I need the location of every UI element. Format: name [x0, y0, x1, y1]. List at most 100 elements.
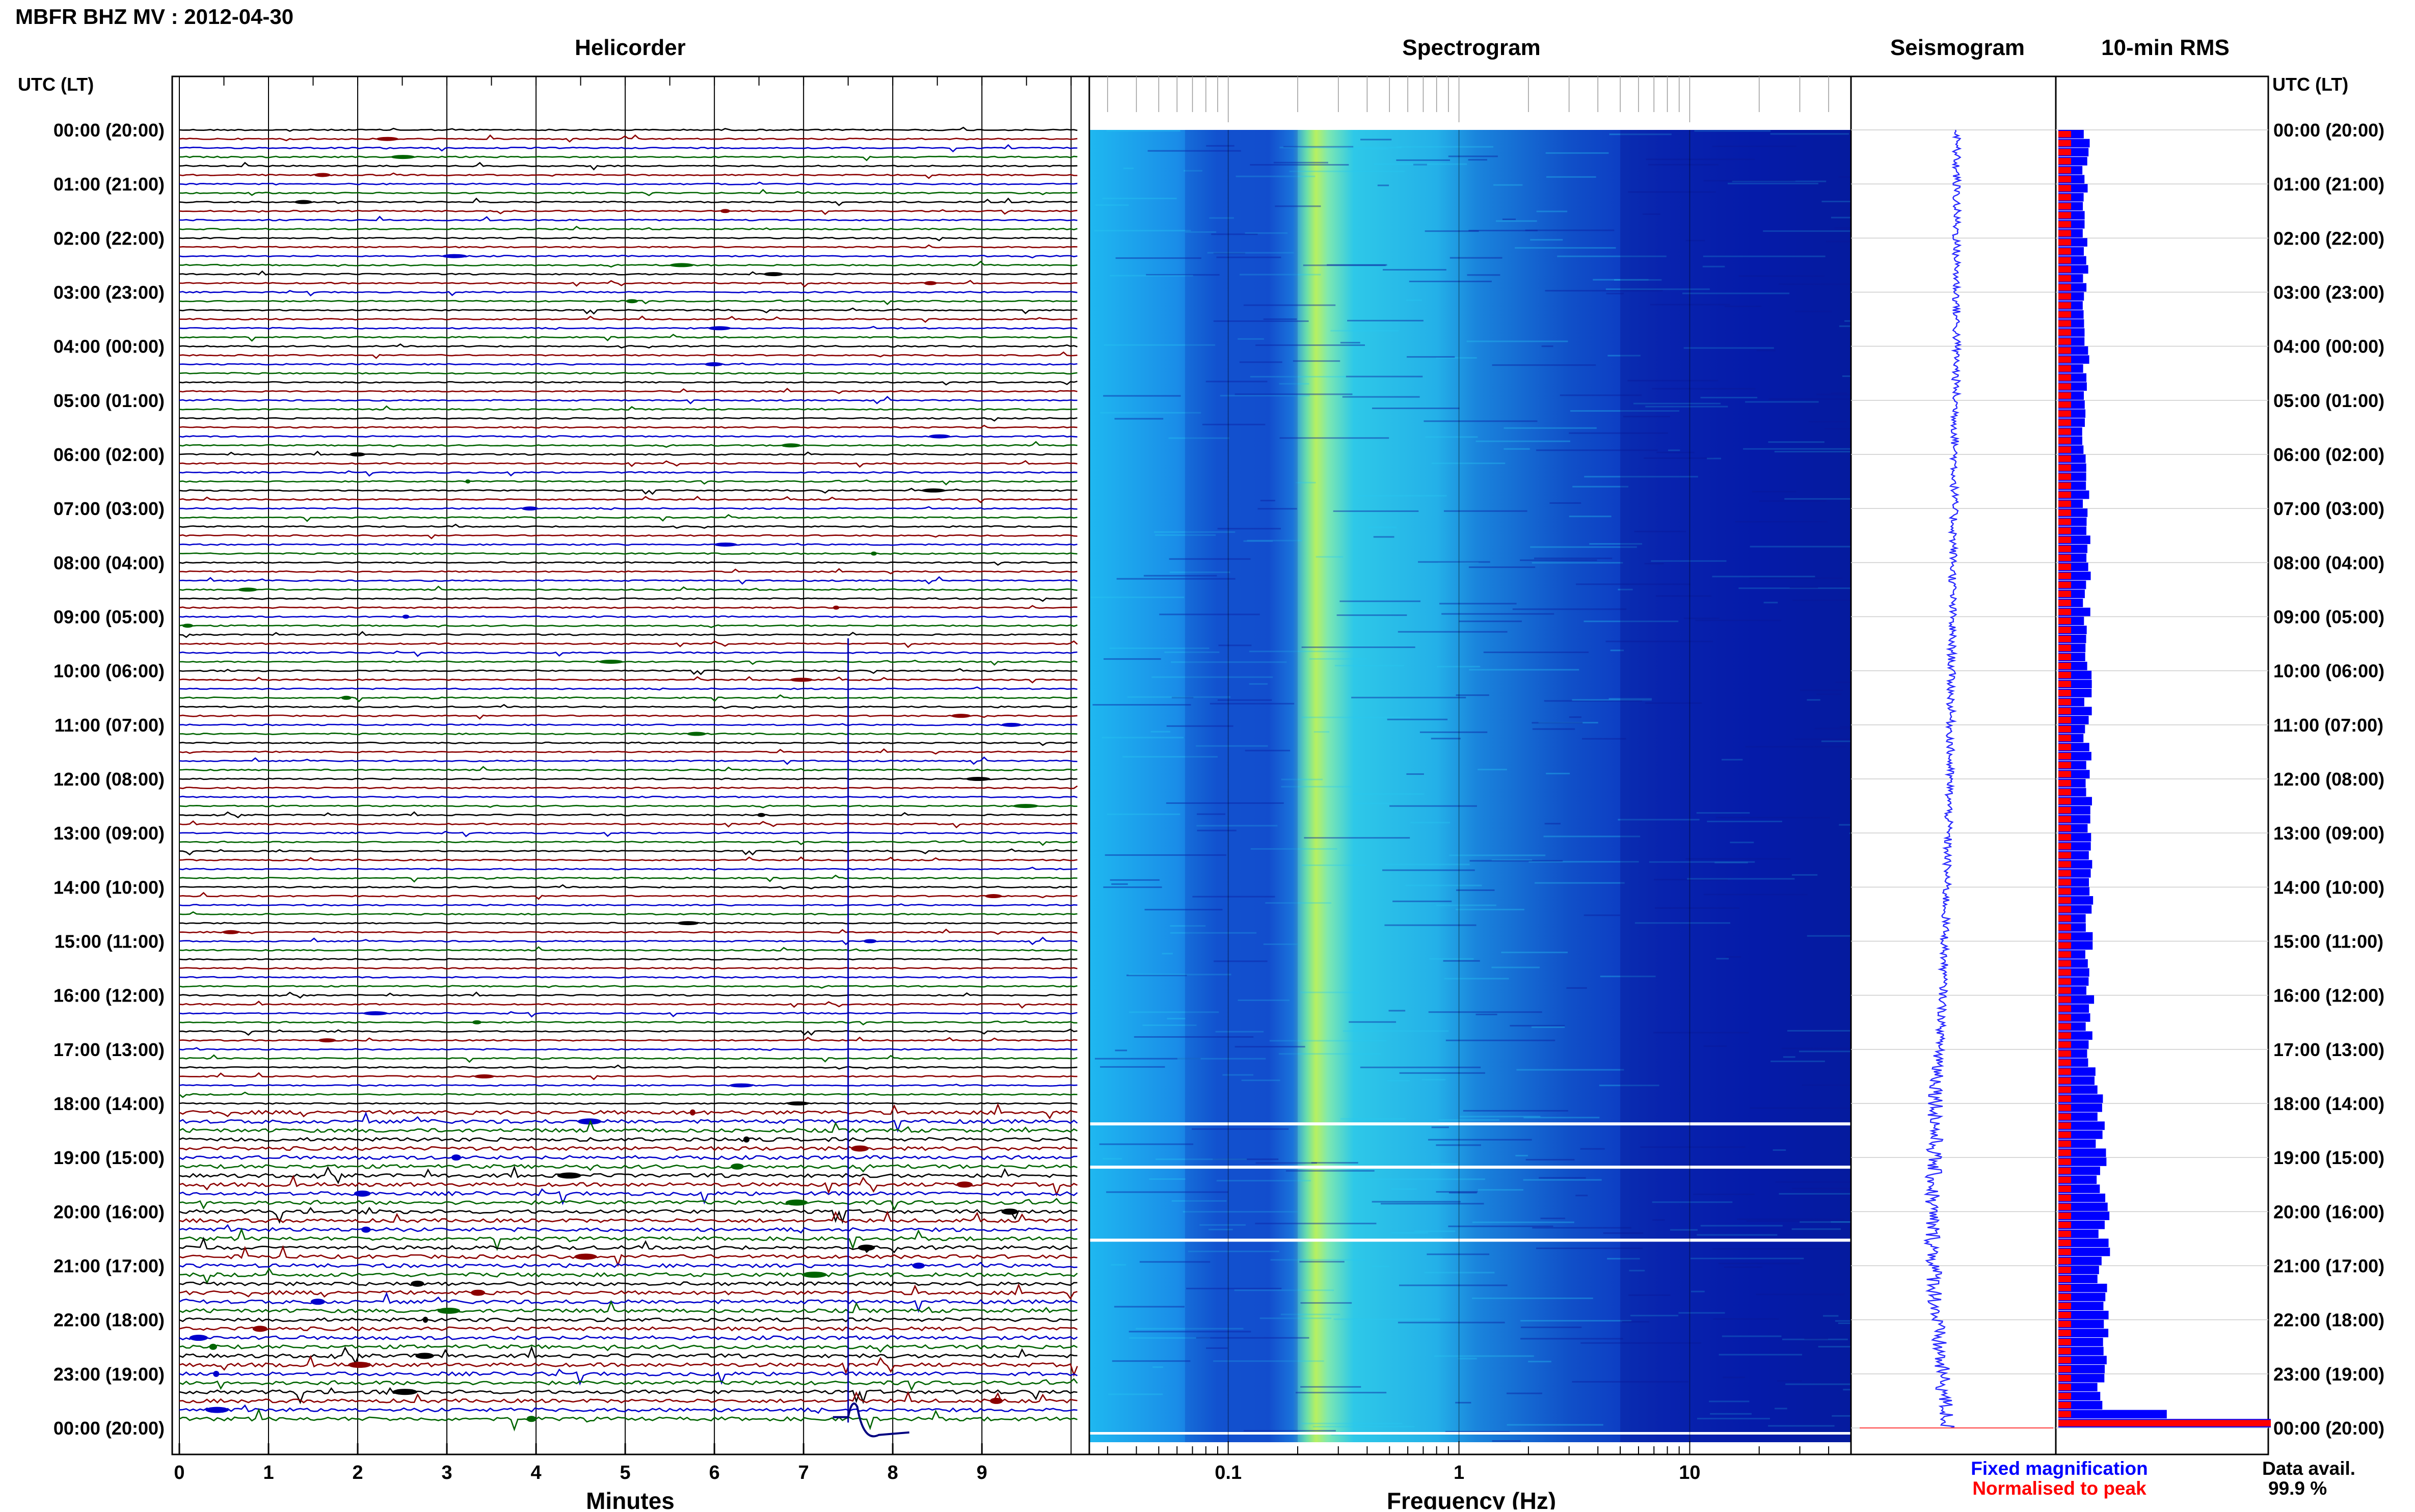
spectrogram-streak	[1483, 651, 1589, 653]
helicorder-trace	[179, 785, 1078, 790]
spectrogram-streak	[1539, 1177, 1586, 1179]
spectrogram-streak	[1777, 1380, 1802, 1382]
spectrogram-streak	[1280, 1313, 1340, 1315]
spectrogram-streak	[1327, 264, 1387, 266]
spectrogram-streak	[1584, 914, 1620, 916]
spectrogram-streak	[1532, 722, 1583, 724]
rms-bar-normalised	[2058, 789, 2072, 796]
spectrogram-streak	[1569, 716, 1581, 718]
spectrogram-streak	[1525, 1158, 1575, 1160]
spectrogram-streak	[1199, 1224, 1246, 1226]
rms-bar-normalised	[2058, 1095, 2072, 1102]
rms-bar-normalised	[2058, 617, 2072, 625]
spectrogram-streak	[1213, 252, 1246, 254]
helicorder-trace	[179, 270, 1078, 276]
spectrogram-streak	[1197, 813, 1226, 815]
spectrogram-gap	[1089, 1166, 1851, 1169]
rms-bar-normalised	[2058, 825, 2072, 832]
spectrogram-panel: 0.1 1 10	[1088, 75, 1852, 1483]
rms-bar-fixed	[2058, 1248, 2110, 1256]
spectrogram-streak	[1336, 614, 1407, 616]
spectrogram-streak	[1823, 1315, 1839, 1317]
spectrogram-streak	[1768, 441, 1824, 443]
rms-bar-normalised	[2058, 915, 2072, 922]
spectrogram-streak	[1468, 230, 1538, 232]
spectrogram-streak	[1670, 1229, 1698, 1231]
spectrogram-streak	[1159, 613, 1260, 615]
spectrogram-streak	[1789, 586, 1818, 588]
spectrogram-streak	[1700, 1225, 1783, 1227]
rms-bar-normalised	[2058, 1032, 2072, 1039]
spectrogram-streak	[1090, 597, 1185, 599]
spectrogram-streak	[1196, 745, 1268, 747]
rms-bar-normalised	[2058, 924, 2072, 931]
helicorder-trace	[179, 830, 1078, 838]
helicorder-burst	[989, 1397, 1003, 1404]
helicorder-trace	[179, 991, 1078, 999]
spectrogram-streak	[1374, 163, 1467, 165]
rms-bar-normalised	[2058, 428, 2072, 435]
spectrogram-streak	[1546, 772, 1570, 774]
helicorder-trace	[179, 134, 1078, 143]
spectrogram-streak	[1214, 960, 1268, 962]
rms-bar-fixed	[2058, 1410, 2167, 1419]
spectrogram-streak	[1538, 722, 1598, 724]
rms-bar-normalised	[2058, 1347, 2072, 1355]
spectrogram-streak	[1349, 1021, 1397, 1023]
spectrogram-streak	[1576, 583, 1691, 585]
rms-bar-normalised	[2058, 1086, 2072, 1093]
rms-bar-normalised	[2058, 771, 2072, 777]
spectrogram-streak	[1259, 1317, 1332, 1319]
helicorder-burst	[526, 1416, 536, 1422]
spectrogram-streak	[1207, 252, 1294, 254]
rms-bar-normalised	[2058, 356, 2072, 363]
helicorder-trace	[179, 395, 1078, 404]
spectrogram-streak	[1752, 491, 1796, 493]
spectrogram-streak	[1800, 1221, 1851, 1223]
time-label-right: 13:00 (09:00)	[2273, 823, 2384, 844]
rms-bar-normalised	[2058, 1023, 2072, 1030]
rms-bar-normalised	[2058, 446, 2072, 453]
helicorder-burst	[757, 813, 766, 817]
spectrogram-streak	[1169, 571, 1230, 573]
rms-bar-normalised	[2058, 167, 2072, 174]
spectrogram-streak	[1770, 1060, 1825, 1062]
helicorder-trace	[179, 1281, 1078, 1287]
rms-bar-normalised	[2058, 933, 2072, 940]
spectrogram-streak	[1478, 1189, 1523, 1191]
spectrogram-streak	[1279, 437, 1389, 439]
rms-bar-normalised	[2058, 536, 2072, 543]
helicorder-burst	[677, 921, 699, 926]
rms-bar-normalised	[2058, 780, 2072, 787]
rms-bar-normalised	[2058, 1068, 2072, 1075]
helicorder-trace	[179, 215, 1078, 222]
time-label-left: 23:00 (19:00)	[53, 1364, 165, 1385]
spectrogram-streak	[1436, 1144, 1481, 1146]
helicorder-trace	[179, 946, 1078, 952]
spectrogram-streak	[1217, 699, 1272, 701]
spectrogram-streak	[1843, 1389, 1851, 1391]
spectrogram-streak	[1649, 861, 1755, 863]
spectrogram-streak	[1300, 991, 1360, 993]
helicorder-trace	[179, 1174, 1078, 1197]
spectrogram-streak	[1668, 449, 1680, 451]
rms-bar-normalised	[2058, 140, 2072, 147]
rms-bar-normalised	[2058, 347, 2072, 354]
spectrogram-streak	[1340, 1118, 1406, 1120]
spectrogram-streak	[1340, 342, 1360, 344]
spectrogram-streak	[1687, 878, 1795, 880]
rms-bar-normalised	[2058, 392, 2072, 399]
rms-bar-normalised	[2058, 1411, 2072, 1418]
spectrogram-streak	[1281, 786, 1352, 788]
rms-bar-normalised	[2058, 1041, 2072, 1048]
spectrogram-streak	[1436, 1191, 1478, 1193]
helicorder-trace	[179, 479, 1078, 485]
helicorder-trace	[179, 534, 1078, 539]
spectrogram-streak	[1437, 666, 1481, 668]
helicorder-trace	[179, 631, 1078, 638]
spectrogram-streak	[1103, 1158, 1122, 1160]
spectrogram-streak	[1448, 155, 1498, 157]
rms-bar-normalised	[2058, 798, 2072, 805]
spectrogram-streak	[1506, 1392, 1543, 1394]
spectrogram-streak	[1504, 448, 1530, 450]
